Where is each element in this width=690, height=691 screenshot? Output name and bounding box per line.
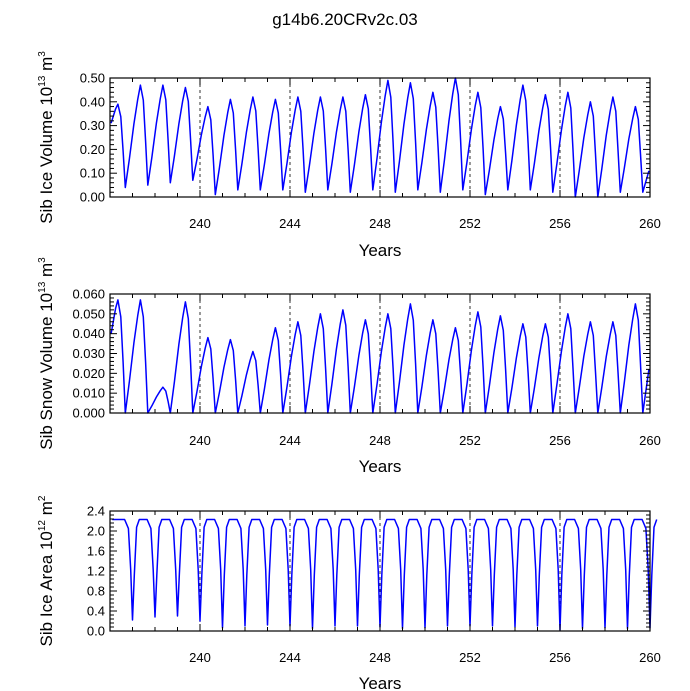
x-axis-label: Years bbox=[359, 457, 402, 476]
y-tick-label: 0.030 bbox=[72, 346, 105, 361]
y-tick-label: 0.40 bbox=[80, 94, 105, 109]
panels: 240 244 248 252 256 260 0.00 0.10 0.20 0.30 0.40 0.… bbox=[37, 51, 661, 691]
y-tick-label: 0.00 bbox=[80, 190, 105, 205]
y-tick-label: 0.060 bbox=[72, 287, 105, 302]
x-tick-label: 252 bbox=[459, 650, 481, 665]
series-line-ice_area bbox=[112, 518, 658, 631]
x-tick-label: 260 bbox=[639, 216, 661, 231]
plot-frame bbox=[109, 293, 651, 414]
x-tick-label: 252 bbox=[459, 433, 481, 448]
y-tick-label: 1.2 bbox=[87, 564, 105, 579]
y-tick-label: 0.8 bbox=[87, 584, 105, 599]
x-tick-label: 240 bbox=[189, 216, 211, 231]
x-tick-label: 256 bbox=[549, 216, 571, 231]
y-tick-label: 0.20 bbox=[80, 142, 105, 157]
x-tick-label: 252 bbox=[459, 216, 481, 231]
x-tick-label: 256 bbox=[549, 433, 571, 448]
y-tick-label: 2.4 bbox=[87, 504, 105, 519]
x-tick-label: 244 bbox=[279, 433, 301, 448]
y-tick-label: 0.30 bbox=[80, 118, 105, 133]
x-tick-label: 260 bbox=[639, 433, 661, 448]
figure-title: g14b6.20CRv2c.03 bbox=[272, 10, 418, 29]
y-tick-label: 0.020 bbox=[72, 366, 105, 381]
y-tick-label: 0.040 bbox=[72, 326, 105, 341]
y-tick-label: 0.010 bbox=[72, 386, 105, 401]
y-tick-label: 0.10 bbox=[80, 166, 105, 181]
x-tick-label: 240 bbox=[189, 433, 211, 448]
panel-1: 240 244 248 252 256 260 0.00 0.10 0.20 0.30 0.40 0.… bbox=[37, 51, 661, 260]
y-tick-label: 0.0 bbox=[87, 624, 105, 639]
y-axis-label: Sib Ice Area 1012 m2 bbox=[37, 495, 56, 646]
x-tick-label: 260 bbox=[639, 650, 661, 665]
y-tick-label: 0.000 bbox=[72, 406, 105, 421]
x-tick-label: 244 bbox=[279, 216, 301, 231]
x-tick-label: 248 bbox=[369, 216, 391, 231]
y-tick-label: 0.050 bbox=[72, 306, 105, 321]
y-axis-label: Sib Ice Volume 1013 m3 bbox=[37, 51, 56, 224]
x-tick-label: 248 bbox=[369, 433, 391, 448]
x-tick-label: 256 bbox=[549, 650, 571, 665]
x-tick-label: 244 bbox=[279, 650, 301, 665]
x-tick-label: 240 bbox=[189, 650, 211, 665]
panel-2: 240 244 248 252 256 260 0.000 0.010 0.020 0.030 0.… bbox=[37, 257, 661, 476]
series-line-ice_volume bbox=[110, 77, 650, 198]
series-line-snow_volume bbox=[110, 299, 650, 414]
y-tick-label: 2.0 bbox=[87, 524, 105, 539]
y-tick-label: 0.4 bbox=[87, 604, 105, 619]
panel-3: 240 244 248 252 256 260 0.0 0.4 0.8 1.2 1.6 2.0 2.4 Y… bbox=[37, 495, 661, 691]
y-tick-label: 1.6 bbox=[87, 544, 105, 559]
x-axis-label: Years bbox=[359, 241, 402, 260]
x-tick-label: 248 bbox=[369, 650, 391, 665]
y-tick-label: 0.50 bbox=[80, 71, 105, 86]
y-axis-label: Sib Snow Volume 1013 m3 bbox=[37, 257, 56, 450]
x-axis-label: Years bbox=[359, 674, 402, 691]
